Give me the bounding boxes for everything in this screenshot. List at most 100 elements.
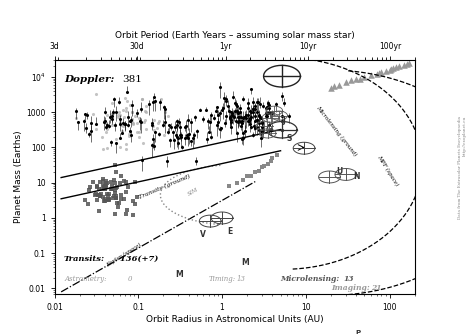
- Point: [101, 186, 109, 191]
- Point: [85, 132, 93, 137]
- Point: [237, 124, 245, 129]
- Point: [111, 122, 119, 127]
- Point: [99, 182, 106, 188]
- Point: [91, 192, 99, 198]
- Point: [264, 111, 271, 116]
- Point: [100, 176, 107, 181]
- Point: [184, 135, 191, 140]
- Point: [123, 99, 131, 104]
- Point: [137, 120, 145, 125]
- Point: [121, 122, 129, 127]
- Point: [131, 201, 139, 206]
- Point: [124, 90, 131, 95]
- Point: [263, 114, 270, 119]
- Point: [117, 122, 125, 128]
- Point: [213, 104, 220, 109]
- Point: [225, 108, 232, 113]
- Point: [102, 178, 110, 184]
- Text: P: P: [355, 330, 360, 334]
- Point: [114, 184, 121, 189]
- Point: [143, 126, 150, 132]
- Point: [96, 179, 104, 184]
- Point: [392, 64, 400, 70]
- Point: [222, 99, 229, 104]
- Point: [94, 192, 102, 198]
- Point: [129, 121, 137, 127]
- Point: [151, 99, 159, 104]
- Point: [107, 115, 114, 120]
- Point: [251, 123, 258, 128]
- Point: [140, 119, 148, 125]
- Point: [168, 125, 175, 130]
- Point: [388, 66, 395, 71]
- Point: [120, 114, 128, 120]
- Point: [257, 136, 264, 141]
- Point: [172, 124, 179, 130]
- Point: [160, 121, 168, 126]
- Point: [99, 195, 107, 200]
- Point: [203, 136, 211, 141]
- Point: [268, 126, 275, 132]
- Point: [215, 112, 222, 117]
- Text: 381: 381: [123, 75, 143, 85]
- Point: [176, 132, 183, 137]
- Point: [236, 110, 244, 115]
- Point: [136, 119, 144, 124]
- Point: [103, 113, 111, 118]
- Point: [259, 127, 267, 133]
- Point: [174, 135, 182, 141]
- Point: [230, 114, 238, 119]
- Point: [112, 195, 120, 200]
- Point: [135, 135, 143, 140]
- Point: [166, 137, 174, 142]
- Point: [128, 109, 136, 114]
- Point: [108, 139, 115, 145]
- Point: [367, 73, 375, 78]
- Point: [160, 133, 168, 138]
- Point: [135, 115, 142, 121]
- Point: [249, 100, 257, 105]
- Point: [256, 115, 264, 120]
- Point: [212, 108, 220, 114]
- Point: [86, 185, 94, 190]
- Point: [181, 125, 189, 130]
- Point: [124, 123, 132, 128]
- Point: [225, 183, 232, 189]
- Point: [403, 61, 410, 67]
- Point: [331, 84, 338, 89]
- Point: [236, 115, 243, 120]
- Point: [263, 110, 270, 116]
- Point: [255, 168, 263, 173]
- Point: [386, 67, 393, 72]
- Point: [92, 92, 100, 97]
- Point: [151, 129, 159, 135]
- Point: [117, 192, 125, 197]
- Point: [233, 131, 241, 136]
- Point: [117, 174, 125, 179]
- Point: [98, 134, 105, 139]
- Point: [100, 185, 108, 190]
- Point: [95, 209, 103, 214]
- Point: [107, 186, 115, 191]
- Point: [238, 121, 246, 126]
- Point: [252, 169, 259, 175]
- Point: [112, 193, 119, 198]
- Point: [249, 132, 257, 137]
- X-axis label: Orbit Period (Earth Years – assuming solar mass star): Orbit Period (Earth Years – assuming sol…: [115, 31, 355, 40]
- Point: [119, 107, 127, 112]
- Text: M: M: [241, 259, 249, 268]
- Point: [113, 195, 120, 200]
- Point: [227, 117, 235, 123]
- Point: [228, 112, 236, 118]
- Point: [100, 184, 108, 190]
- Point: [124, 184, 132, 189]
- Point: [129, 199, 137, 204]
- Point: [190, 136, 197, 141]
- Point: [109, 186, 116, 192]
- Point: [258, 119, 265, 124]
- Point: [253, 109, 261, 114]
- Point: [102, 129, 109, 134]
- Point: [285, 114, 292, 119]
- Point: [108, 116, 116, 121]
- Point: [200, 117, 207, 122]
